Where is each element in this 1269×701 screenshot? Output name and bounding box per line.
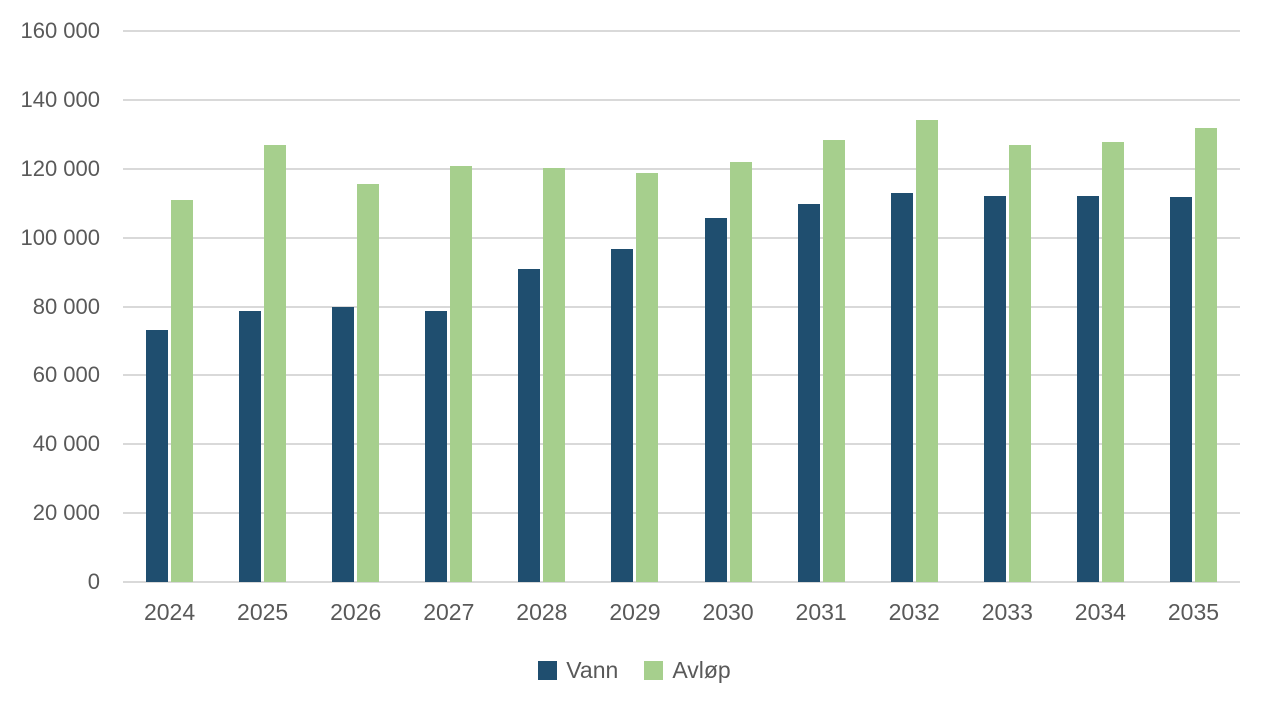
y-axis-tick-label: 80 000 xyxy=(32,293,100,319)
bar-vann-2033 xyxy=(983,195,1006,582)
x-axis-tick-label-2032: 2032 xyxy=(888,599,940,625)
y-axis-tick-label: 100 000 xyxy=(20,224,100,250)
legend-swatch-vann xyxy=(538,661,558,680)
x-axis-tick-label-2024: 2024 xyxy=(143,599,196,625)
bar-avlop-2025 xyxy=(264,144,287,582)
gridline xyxy=(123,512,1240,515)
x-axis-tick-label-2035: 2035 xyxy=(1167,599,1220,625)
bar-avlop-2033 xyxy=(1008,144,1031,582)
legend-item-avlop: Avløp xyxy=(644,657,731,684)
bar-avlop-2035 xyxy=(1194,128,1217,582)
bar-vann-2026 xyxy=(332,306,355,582)
y-axis-tick-label: 60 000 xyxy=(32,362,100,388)
legend-label-avlop: Avløp xyxy=(672,657,731,683)
x-axis-line xyxy=(123,581,1240,583)
bar-avlop-2030 xyxy=(729,162,752,582)
bar-vann-2030 xyxy=(704,218,727,582)
x-axis-tick-label-2026: 2026 xyxy=(330,599,382,625)
gridline xyxy=(123,374,1240,377)
gridline xyxy=(123,30,1240,32)
legend-item-vann: Vann xyxy=(538,657,618,684)
bar-avlop-2034 xyxy=(1101,142,1124,582)
bar-avlop-2026 xyxy=(357,183,380,582)
x-axis-tick-label-2029: 2029 xyxy=(609,599,661,625)
bar-avlop-2024 xyxy=(171,200,194,582)
x-axis-tick-label-2030: 2030 xyxy=(702,599,754,625)
bar-avlop-2027 xyxy=(450,165,473,582)
gridline xyxy=(123,443,1240,446)
bar-vann-2034 xyxy=(1076,195,1099,582)
y-axis-tick-label: 140 000 xyxy=(20,86,100,112)
bar-vann-2024 xyxy=(146,329,169,582)
gridline xyxy=(123,167,1240,170)
bar-vann-2035 xyxy=(1169,196,1192,582)
bar-avlop-2031 xyxy=(822,139,845,582)
x-axis-tick-label-2034: 2034 xyxy=(1074,599,1126,625)
y-axis-tick-label: 0 xyxy=(87,569,100,594)
gridline xyxy=(123,305,1240,308)
x-axis-tick-label-2028: 2028 xyxy=(516,599,568,625)
bar-vann-2028 xyxy=(518,268,541,582)
y-axis-tick-label: 40 000 xyxy=(32,431,100,457)
bar-vann-2031 xyxy=(797,203,820,582)
gridline xyxy=(123,236,1240,239)
y-axis-tick-label: 160 000 xyxy=(20,18,100,43)
bar-avlop-2032 xyxy=(915,119,938,582)
y-axis-tick-label: 20 000 xyxy=(32,500,100,526)
x-axis-tick-label-2027: 2027 xyxy=(423,599,475,625)
legend: Vann Avløp xyxy=(0,657,1269,684)
legend-label-vann: Vann xyxy=(566,657,619,683)
x-axis-tick-label-2031: 2031 xyxy=(795,599,847,625)
bar-avlop-2028 xyxy=(543,168,566,582)
x-axis-tick-label-2025: 2025 xyxy=(237,599,289,625)
bar-vann-2027 xyxy=(425,310,448,582)
x-axis-tick-label-2033: 2033 xyxy=(981,599,1033,625)
bar-vann-2032 xyxy=(890,192,913,582)
gridline xyxy=(123,98,1240,101)
bar-vann-2025 xyxy=(239,310,262,582)
bar-avlop-2029 xyxy=(636,172,659,582)
bar-vann-2029 xyxy=(611,248,634,582)
legend-swatch-avlop xyxy=(644,661,664,680)
y-axis-tick-label: 120 000 xyxy=(20,155,100,181)
